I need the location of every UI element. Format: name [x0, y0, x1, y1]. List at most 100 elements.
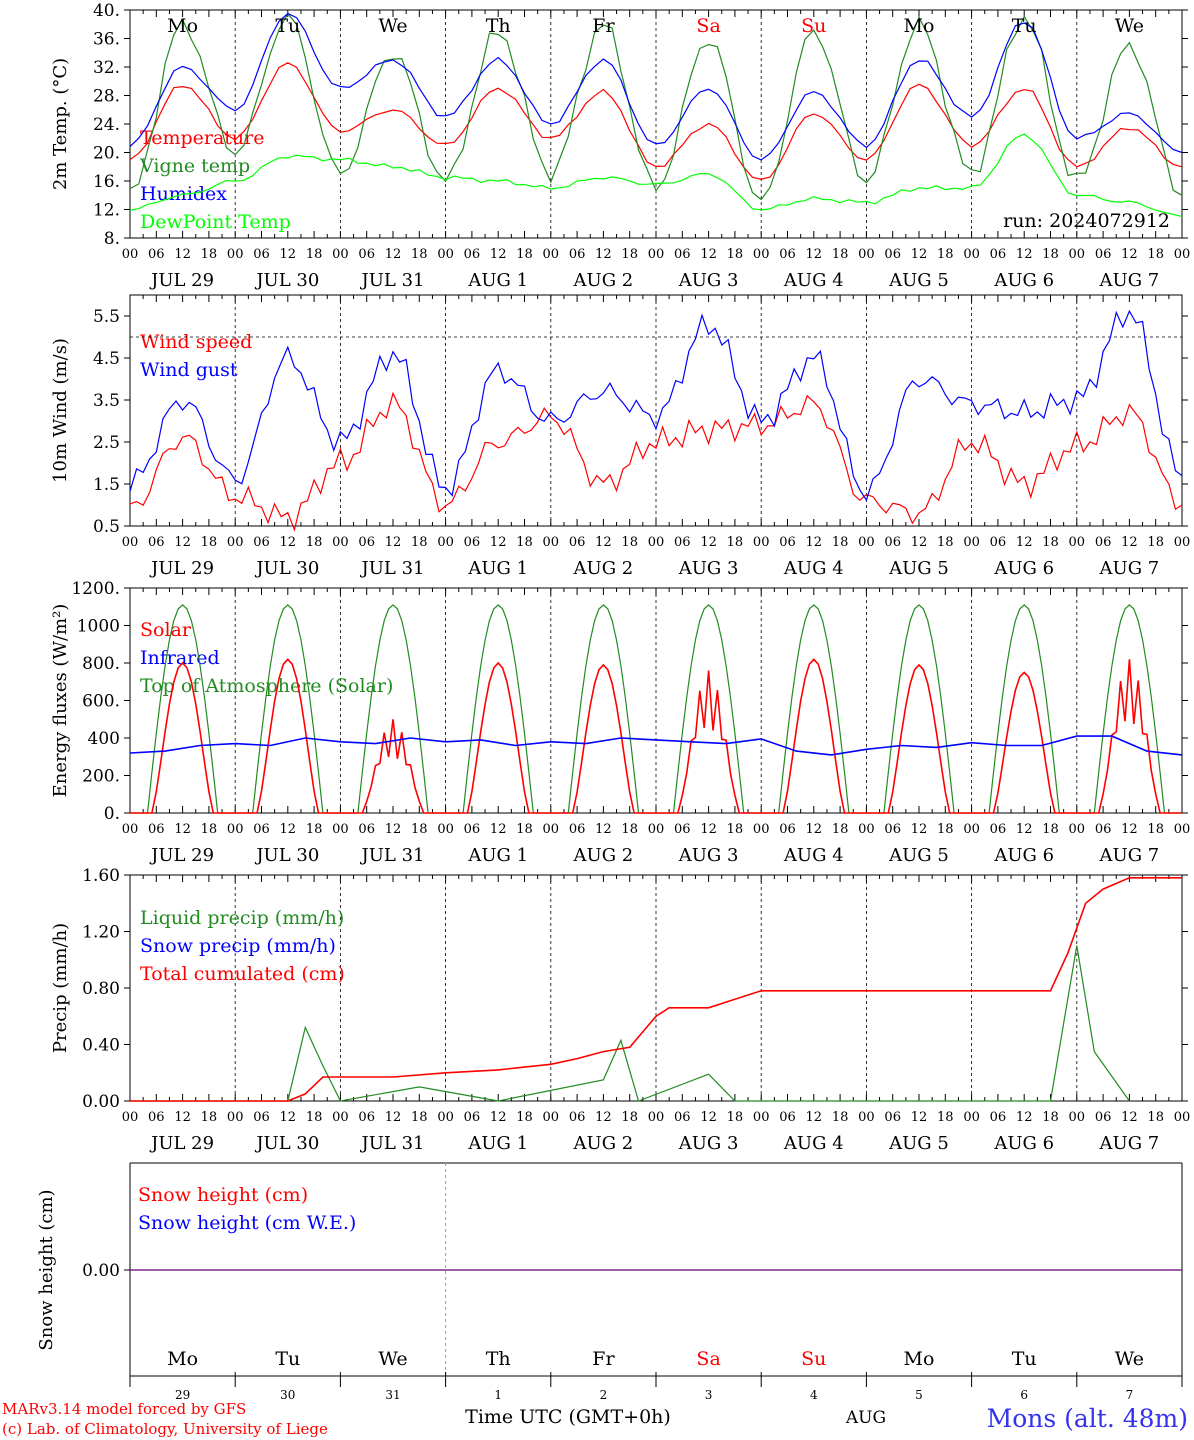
hour-label: 06 — [884, 535, 901, 550]
date-number: 5 — [915, 1388, 923, 1402]
y-axis-label: Energy fluxes (W/m²) — [50, 604, 71, 798]
hour-label: 12 — [595, 535, 612, 550]
y-tick-label: 1.60 — [82, 866, 120, 886]
hour-label: 12 — [700, 1110, 717, 1125]
plot-frame — [129, 587, 1183, 814]
y-tick-label: 4.5 — [93, 349, 120, 369]
hour-label: 00 — [1174, 822, 1191, 837]
y-axis-label: 2m Temp. (°C) — [50, 58, 71, 190]
date-label: AUG 5 — [888, 845, 949, 866]
day-label: Tu — [275, 1348, 300, 1370]
hour-label: 12 — [280, 247, 297, 262]
hour-label: 00 — [858, 535, 875, 550]
legend-dewpoint-temp: DewPoint Temp — [140, 211, 291, 233]
hour-label: 06 — [779, 247, 796, 262]
hour-label: 06 — [253, 535, 270, 550]
hour-label: 18 — [1042, 1110, 1059, 1125]
date-label: JUL 30 — [254, 1133, 319, 1154]
day-label: We — [378, 1348, 407, 1370]
day-label: We — [1115, 15, 1144, 37]
hour-label: 12 — [385, 1110, 402, 1125]
hour-label: 18 — [516, 535, 533, 550]
hour-label: 12 — [700, 247, 717, 262]
hour-label: 00 — [753, 535, 770, 550]
hour-label: 12 — [490, 1110, 507, 1125]
y-tick-label: 20. — [93, 144, 120, 164]
legend-temperature: Temperature — [140, 127, 264, 149]
day-label: Mo — [904, 15, 935, 37]
hour-label: 18 — [1147, 535, 1164, 550]
hour-label: 18 — [306, 1110, 323, 1125]
hour-label: 06 — [990, 822, 1007, 837]
hour-label: 06 — [990, 247, 1007, 262]
date-label: AUG 5 — [888, 270, 949, 291]
hour-label: 18 — [306, 822, 323, 837]
snow-panel: 0.00 Snow height (cm) Snow height (cm) Snow… — [36, 1162, 1183, 1402]
hour-label: 12 — [280, 535, 297, 550]
date-label: AUG 2 — [573, 845, 634, 866]
y-tick-label: 40. — [93, 1, 120, 21]
hour-label: 06 — [358, 1110, 375, 1125]
hour-label: 00 — [543, 822, 560, 837]
y-axis-label: 10m Wind (m/s) — [50, 338, 71, 483]
run-label: run: 2024072912 — [1003, 210, 1170, 232]
hour-label: 18 — [516, 822, 533, 837]
y-tick-label: 36. — [93, 30, 120, 50]
series-solar — [130, 658, 1182, 814]
hour-label: 12 — [385, 822, 402, 837]
y-tick-label: 2.5 — [93, 433, 120, 453]
legend-wind-speed: Wind speed — [140, 331, 252, 353]
x-axis-title: Time UTC (GMT+0h) — [465, 1406, 671, 1428]
hour-label: 06 — [1095, 247, 1112, 262]
day-label: Sa — [696, 15, 720, 37]
y-tick-label: 600. — [82, 692, 120, 712]
date-label: AUG 4 — [783, 558, 844, 579]
y-tick-label: 800. — [82, 654, 120, 674]
hour-label: 18 — [411, 535, 428, 550]
series-infrared — [129, 735, 1183, 756]
hour-label: 06 — [358, 247, 375, 262]
hour-label: 18 — [516, 247, 533, 262]
hour-label: 06 — [674, 535, 691, 550]
day-label: Sa — [696, 1348, 720, 1370]
hour-label: 00 — [122, 1110, 139, 1125]
hour-label: 12 — [911, 247, 928, 262]
lab-credit: (c) Lab. of Climatology, University of L… — [2, 1420, 328, 1438]
day-label: Su — [801, 1348, 826, 1370]
date-number: 1 — [494, 1388, 502, 1402]
hour-label: 12 — [806, 1110, 823, 1125]
hour-label: 00 — [543, 1110, 560, 1125]
hour-label: 00 — [437, 247, 454, 262]
hour-label: 18 — [621, 247, 638, 262]
day-label: Th — [486, 1348, 511, 1370]
hour-label: 12 — [1121, 1110, 1138, 1125]
hour-label: 00 — [332, 247, 349, 262]
date-label: AUG 1 — [467, 270, 528, 291]
date-number: 31 — [385, 1388, 400, 1402]
hour-label: 00 — [227, 1110, 244, 1125]
hour-label: 00 — [1069, 1110, 1086, 1125]
legend-wind-gust: Wind gust — [140, 359, 238, 381]
hour-label: 00 — [227, 247, 244, 262]
hour-label: 18 — [1042, 535, 1059, 550]
hour-label: 12 — [806, 247, 823, 262]
hour-label: 06 — [884, 1110, 901, 1125]
date-label: AUG 1 — [467, 1133, 528, 1154]
date-label: JUL 31 — [360, 845, 425, 866]
hour-label: 06 — [569, 1110, 586, 1125]
legend-solar: Solar — [140, 619, 192, 641]
hour-label: 06 — [569, 535, 586, 550]
date-label: AUG 2 — [573, 558, 634, 579]
date-label: JUL 30 — [254, 558, 319, 579]
precip-panel: 0.00 0.40 0.80 1.20 1.60 Precip (mm/h) 00 06 12 1… — [50, 866, 1190, 1154]
hour-label: 06 — [990, 1110, 1007, 1125]
legend-vigne-temp: Vigne temp — [139, 155, 250, 177]
date-label: AUG 4 — [783, 1133, 844, 1154]
date-label: JUL 30 — [254, 845, 319, 866]
hour-label: 18 — [832, 1110, 849, 1125]
hour-label: 00 — [858, 247, 875, 262]
hour-label: 06 — [779, 535, 796, 550]
y-tick-label: 5.5 — [93, 307, 120, 327]
hour-label: 18 — [727, 822, 744, 837]
